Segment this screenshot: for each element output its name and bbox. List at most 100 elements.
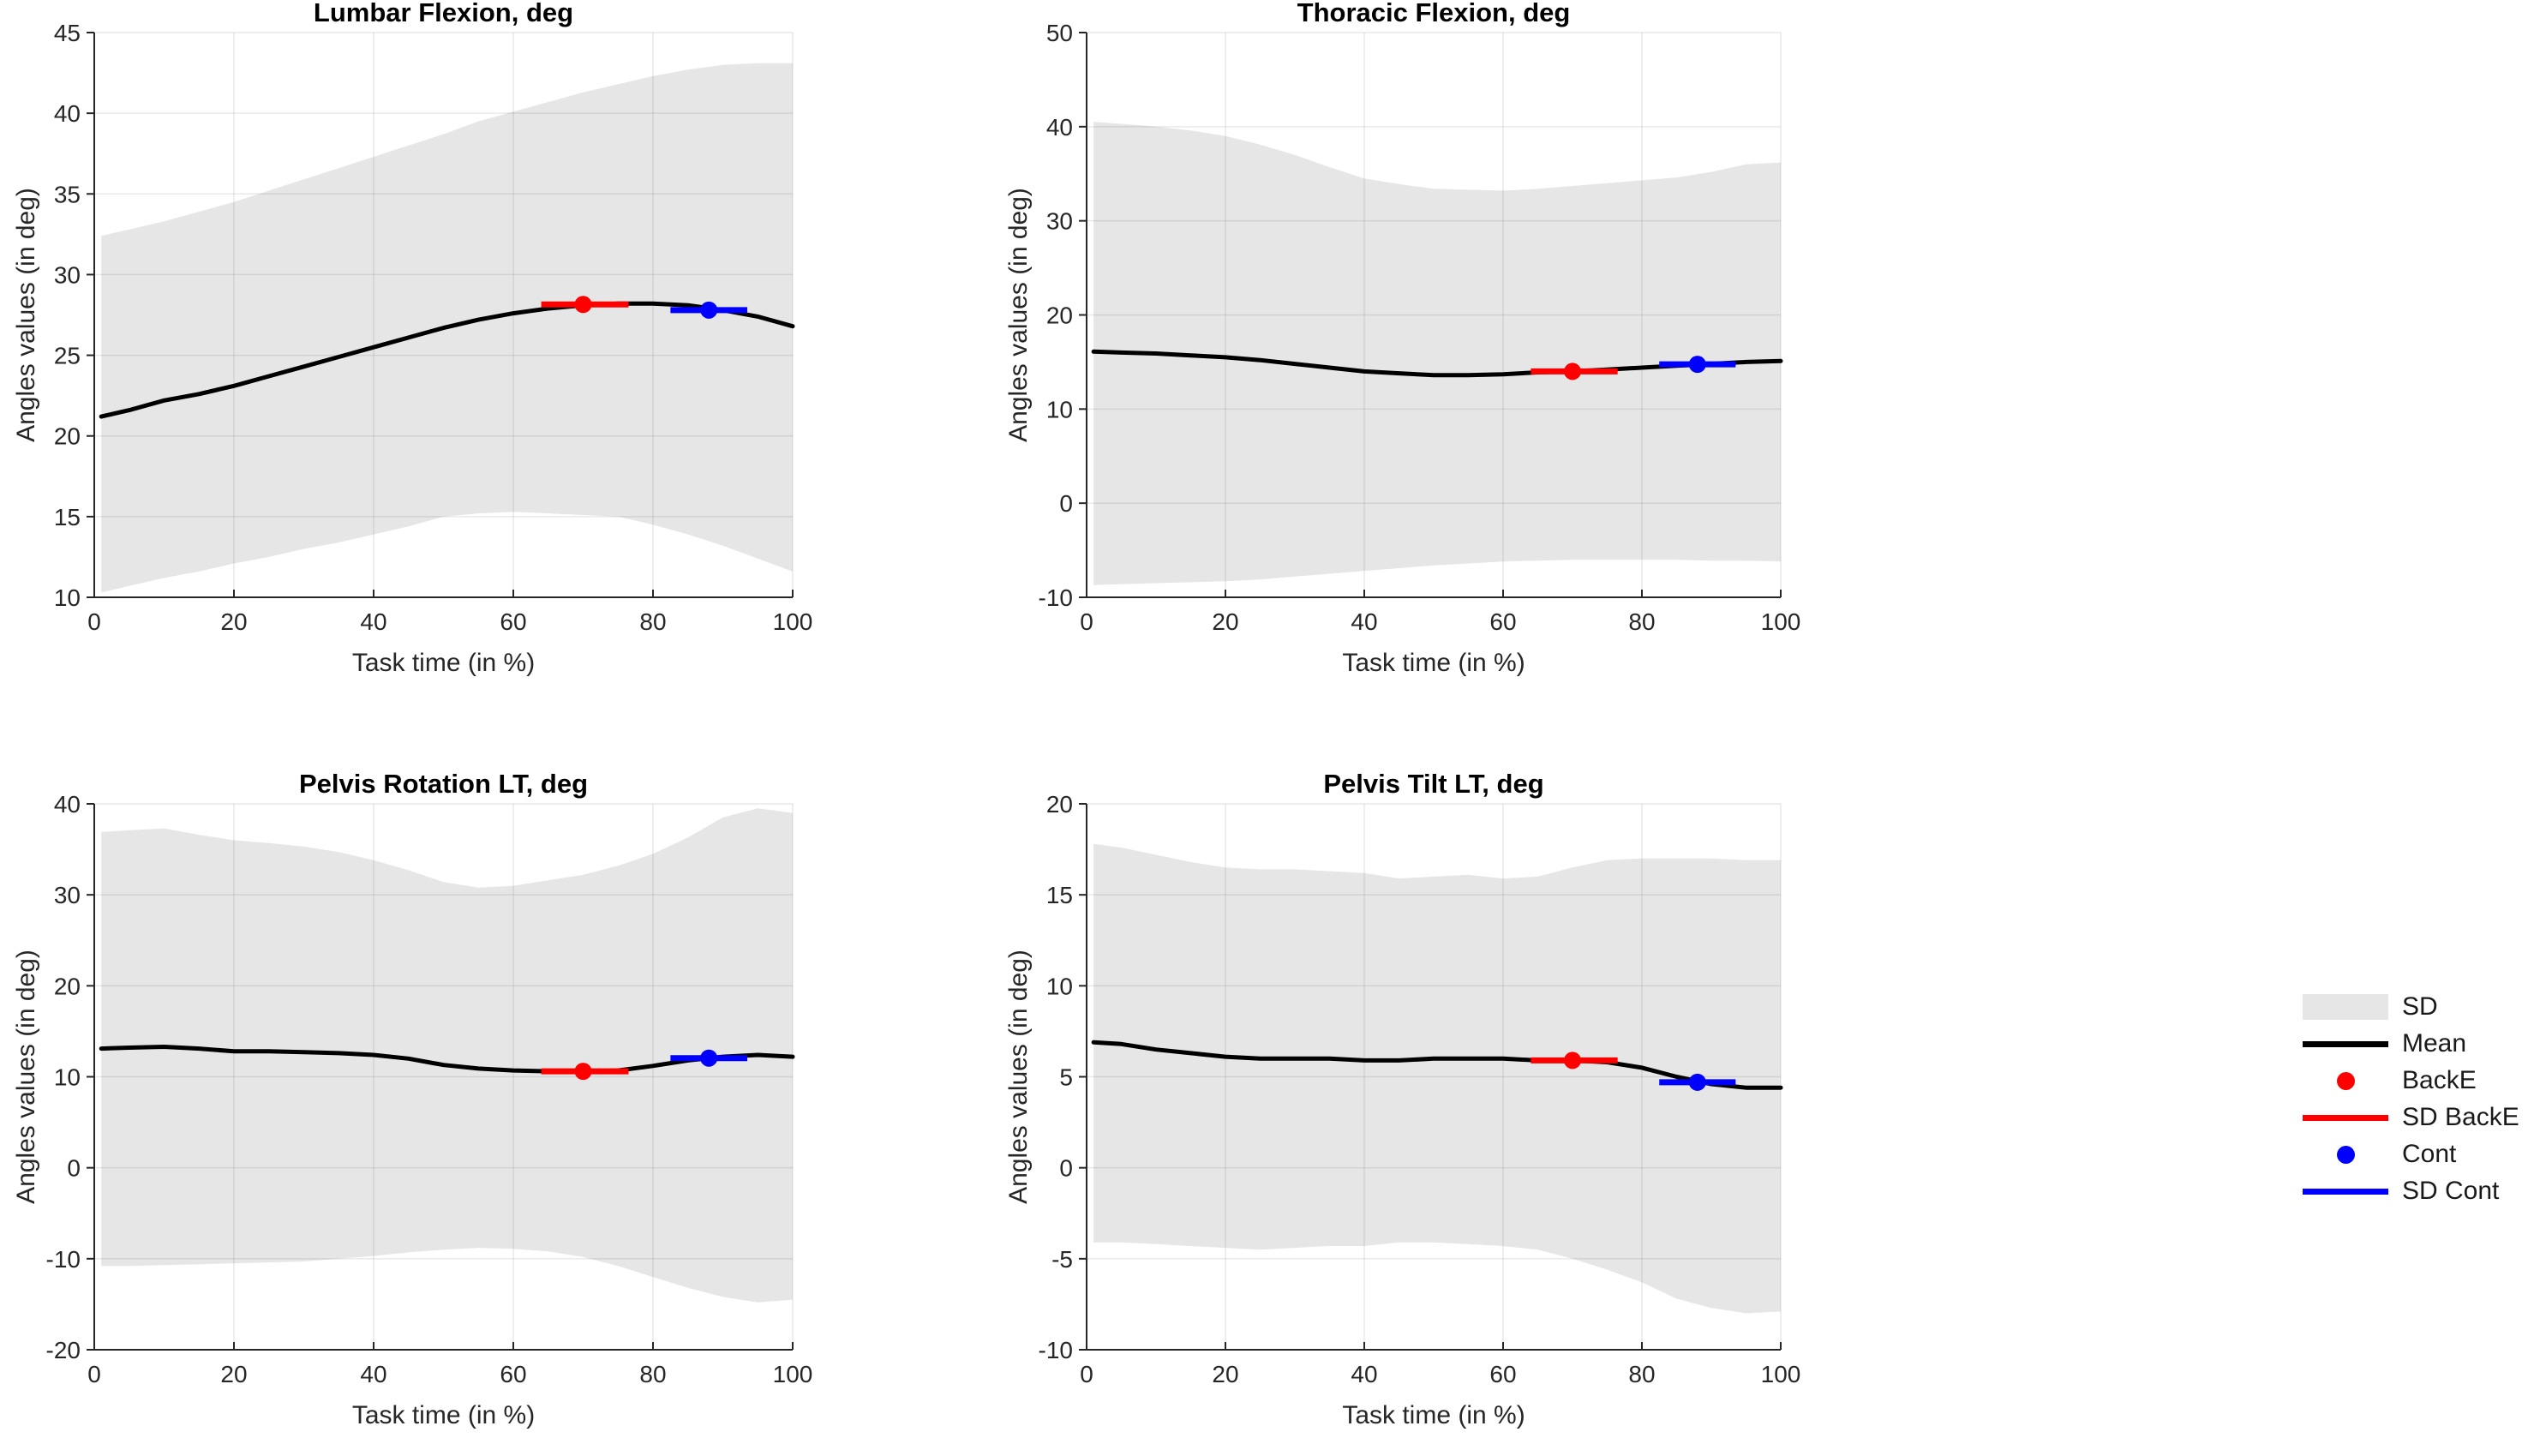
sd-cont-line-swatch	[2303, 1188, 2388, 1195]
plot-title: Pelvis Tilt LT, deg	[1323, 771, 1543, 799]
lumbar-flexion-chart: 0 20 40 60 80 100 10 15 20 25 30 35 40 45 Task time (i…	[12, 0, 813, 677]
x-tick-label: 20	[1212, 1361, 1238, 1387]
legend: SD Mean BackE SD BackE Cont SD Cont	[2303, 992, 2519, 1205]
x-axis-label: Task time (in %)	[352, 649, 535, 677]
subplot-pelvis-rotation: 0 20 40 60 80 100 -20 -10 0 10 20 30 40 Task time (in…	[4, 771, 827, 1444]
x-tick-label: 0	[1080, 1361, 1093, 1387]
y-tick-label: 0	[1059, 490, 1073, 517]
cont-dot-swatch	[2303, 1145, 2388, 1164]
legend-item-sd: SD	[2303, 992, 2519, 1021]
mean-line	[99, 1045, 795, 1074]
y-tick-label: 30	[54, 261, 81, 288]
cont-marker	[1688, 1073, 1706, 1091]
x-tick-label: 40	[360, 1361, 386, 1387]
x-tick-label: 100	[1761, 1361, 1801, 1387]
y-tick-label: 10	[1046, 973, 1073, 999]
mean-line	[99, 301, 795, 419]
pelvis-rotation-chart: 0 20 40 60 80 100 -20 -10 0 10 20 30 40 Task time (in…	[12, 771, 813, 1429]
x-tick-label: 60	[1489, 1361, 1516, 1387]
x-tick-label: 0	[87, 1361, 101, 1387]
sd-band	[1093, 122, 1781, 585]
cont-marker	[1688, 356, 1706, 374]
sd-band	[101, 808, 793, 1303]
y-tick-label: 30	[1046, 208, 1073, 235]
y-tick-label: 35	[54, 181, 81, 207]
x-tick-label: 100	[773, 1361, 813, 1387]
legend-item-cont: Cont	[2303, 1140, 2519, 1168]
y-tick-label: -5	[1051, 1246, 1073, 1273]
x-tick-label: 40	[1351, 1361, 1377, 1387]
x-axis-label: Task time (in %)	[352, 1401, 535, 1429]
cont-marker	[700, 1049, 718, 1067]
legend-label-sd-backe: SD BackE	[2402, 1103, 2519, 1131]
y-tick-label: -10	[46, 1246, 81, 1273]
sd-band-swatch	[2303, 994, 2388, 1020]
y-tick-label: 40	[54, 791, 81, 818]
plot-title: Lumbar Flexion, deg	[314, 0, 573, 27]
x-tick-label: 20	[220, 1361, 247, 1387]
plot-title: Pelvis Rotation LT, deg	[299, 771, 588, 799]
x-tick-label: 60	[1489, 608, 1516, 635]
y-tick-label: 30	[54, 882, 81, 908]
y-tick-label: 45	[54, 20, 81, 46]
x-tick-label: 100	[773, 608, 813, 635]
x-tick-label: 40	[1351, 608, 1377, 635]
y-tick-label: 20	[1046, 791, 1073, 818]
thoracic-flexion-chart: 0 20 40 60 80 100 -10 0 10 20 30 40 50 Task time (in …	[1004, 0, 1801, 677]
backe-marker	[574, 1063, 592, 1081]
y-axis-label: Angles values (in deg)	[12, 188, 40, 442]
x-tick-label: 40	[360, 608, 386, 635]
y-tick-label: 50	[1046, 20, 1073, 46]
y-tick-label: 20	[54, 423, 81, 450]
subplot-pelvis-tilt: 0 20 40 60 80 100 -10 -5 0 5 10 15 20 Task time (in %…	[997, 771, 1815, 1444]
y-axis-label: Angles values (in deg)	[12, 950, 40, 1204]
y-tick-label: -10	[1039, 584, 1073, 611]
legend-item-mean: Mean	[2303, 1029, 2519, 1058]
backe-marker	[574, 296, 592, 314]
y-tick-label: 20	[1046, 303, 1073, 329]
mean-line-swatch	[2303, 1040, 2388, 1047]
x-axis-label: Task time (in %)	[1342, 1401, 1525, 1429]
y-axis-label: Angles values (in deg)	[1004, 950, 1033, 1204]
x-tick-label: 100	[1761, 608, 1801, 635]
x-tick-label: 80	[1628, 1361, 1655, 1387]
y-tick-label: 10	[1046, 396, 1073, 422]
y-tick-label: -20	[46, 1337, 81, 1363]
backe-marker	[1564, 1052, 1581, 1070]
sd-band	[1093, 843, 1781, 1314]
legend-label-sd-cont: SD Cont	[2402, 1177, 2500, 1205]
y-axis-label: Angles values (in deg)	[1004, 188, 1033, 442]
legend-label-mean: Mean	[2402, 1029, 2467, 1058]
y-tick-label: 40	[54, 100, 81, 127]
mean-line	[1091, 1040, 1783, 1090]
x-tick-label: 0	[87, 608, 101, 635]
plot-title: Thoracic Flexion, deg	[1297, 0, 1571, 27]
y-tick-label: 40	[1046, 114, 1073, 141]
y-tick-label: -10	[1039, 1337, 1073, 1363]
cont-marker	[700, 301, 718, 319]
x-tick-label: 80	[639, 608, 666, 635]
legend-label-cont: Cont	[2402, 1140, 2457, 1168]
y-tick-label: 25	[54, 343, 81, 369]
subplot-lumbar-flexion: 0 20 40 60 80 100 10 15 20 25 30 35 40 45 Task time (i…	[4, 0, 827, 692]
legend-item-sd-backe: SD BackE	[2303, 1103, 2519, 1131]
legend-label-sd: SD	[2402, 992, 2438, 1021]
y-tick-label: 15	[1046, 882, 1073, 908]
legend-label-backe: BackE	[2402, 1066, 2477, 1094]
sd-backe-line-swatch	[2303, 1114, 2388, 1121]
y-tick-label: 15	[54, 504, 81, 530]
y-tick-label: 20	[54, 973, 81, 999]
x-tick-label: 80	[639, 1361, 666, 1387]
x-tick-label: 20	[220, 608, 247, 635]
x-axis-label: Task time (in %)	[1342, 649, 1525, 677]
subplot-thoracic-flexion: 0 20 40 60 80 100 -10 0 10 20 30 40 50 Task time (in …	[997, 0, 1815, 692]
pelvis-tilt-chart: 0 20 40 60 80 100 -10 -5 0 5 10 15 20 Task time (in %…	[1004, 771, 1801, 1429]
y-tick-label: 0	[67, 1155, 81, 1182]
x-tick-label: 0	[1080, 608, 1093, 635]
y-tick-label: 10	[54, 1064, 81, 1091]
legend-item-sd-cont: SD Cont	[2303, 1177, 2519, 1205]
x-tick-label: 60	[500, 1361, 526, 1387]
x-tick-label: 60	[500, 608, 526, 635]
legend-item-backe: BackE	[2303, 1066, 2519, 1094]
